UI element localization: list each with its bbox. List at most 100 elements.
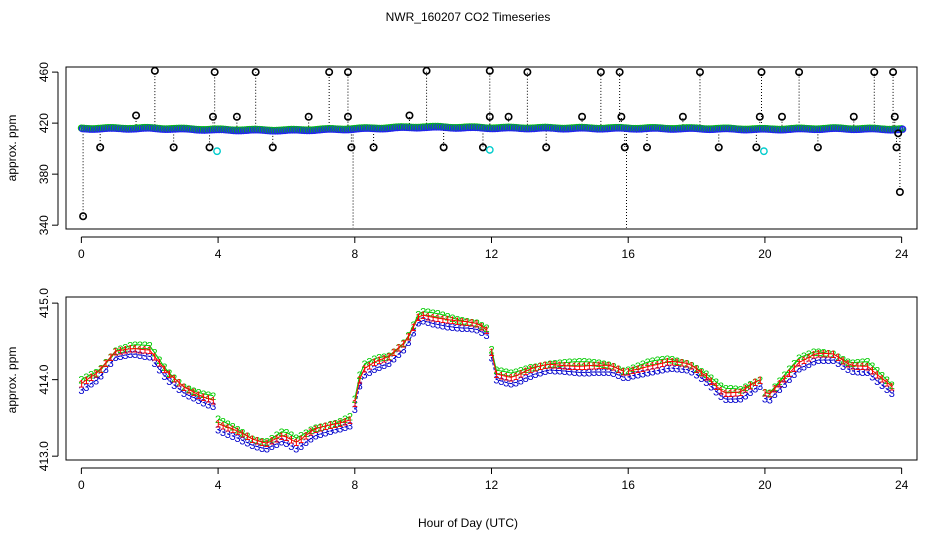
series-2-point: 2	[318, 422, 324, 434]
series-2-point: 2	[396, 343, 402, 355]
series-1-point: 1	[152, 351, 158, 363]
series-2-point: 2	[645, 357, 651, 369]
series-3-point: 3	[220, 427, 226, 439]
cyan-point	[485, 146, 494, 154]
bottom-plot-frame	[65, 296, 918, 461]
series-2-point: 2	[200, 389, 206, 401]
series-3-point: 3	[401, 344, 407, 356]
series-2-point: 2	[469, 318, 475, 330]
series-1-point: 1	[825, 349, 831, 361]
series-2-point: 2	[156, 355, 162, 367]
series-2-point: 2	[210, 391, 216, 403]
series-3-point: 3	[796, 364, 802, 376]
spike-point	[596, 68, 605, 77]
series-3-point: 3	[537, 367, 543, 379]
series-2-point: 2	[791, 358, 797, 370]
series-2-point: 2	[440, 310, 446, 322]
series-3-point: 3	[308, 433, 314, 445]
series-1-point: 1	[210, 395, 216, 407]
series-3-point: 3	[298, 441, 304, 453]
series-3-point: 3	[103, 364, 109, 376]
series-2-point: 2	[723, 383, 729, 395]
series-3-point: 3	[459, 323, 465, 335]
y-tick-label: 380	[37, 164, 51, 184]
series-1-point: 1	[703, 371, 709, 383]
series-1-point: 1	[410, 322, 416, 334]
series-1-point: 1	[772, 384, 778, 396]
series-3-point: 3	[147, 351, 153, 363]
series-3-point: 3	[542, 366, 548, 378]
y-tick-label: 420	[37, 113, 51, 133]
series-3-point: 3	[225, 429, 231, 441]
series-1-point: 1	[733, 387, 739, 399]
spike-point	[752, 143, 761, 152]
series-3-point: 3	[816, 355, 822, 367]
series-3-point: 3	[161, 371, 167, 383]
spike-point	[813, 143, 822, 152]
series-2-point: 2	[181, 382, 187, 394]
spike-point	[343, 112, 352, 121]
baseline-point-blue	[898, 125, 907, 133]
series-1-point: 1	[171, 373, 177, 385]
spike-point	[849, 112, 858, 121]
series-2-point: 2	[215, 414, 221, 426]
cyan-point	[213, 147, 221, 156]
series-3-point: 3	[376, 362, 382, 374]
series-2-point: 2	[254, 435, 260, 447]
top-plot-frame	[65, 66, 918, 230]
series-3-point: 3	[728, 394, 734, 406]
series-1-point: 1	[674, 357, 680, 369]
series-1-point: 1	[840, 355, 846, 367]
series-3-point: 3	[425, 317, 431, 329]
x-tick-label: 20	[758, 478, 772, 492]
series-1-point: 1	[137, 344, 143, 356]
series-3-point: 3	[191, 393, 197, 405]
series-2-point: 2	[244, 431, 250, 443]
series-3-point: 3	[176, 384, 182, 396]
series-2-point: 2	[557, 358, 563, 370]
series-2-point: 2	[303, 428, 309, 440]
series-2-point: 2	[874, 366, 880, 378]
series-1-point: 1	[347, 415, 353, 427]
series-1-point: 1	[596, 360, 602, 372]
series-2-point: 2	[518, 365, 524, 377]
series-3-point: 3	[620, 372, 626, 384]
series-2-point: 2	[361, 359, 367, 371]
x-tick-label: 0	[78, 247, 85, 261]
series-2-point: 2	[869, 361, 875, 373]
series-2-point: 2	[220, 416, 226, 428]
series-1-point: 1	[298, 434, 304, 446]
series-3-point: 3	[327, 426, 333, 438]
series-1-point: 1	[762, 388, 768, 400]
y-tick-label: 460	[37, 62, 51, 82]
spike-point	[150, 66, 159, 75]
series-2-point: 2	[137, 340, 143, 352]
series-3-point: 3	[845, 364, 851, 376]
series-2-point: 2	[630, 363, 636, 375]
series-2-point: 2	[596, 358, 602, 370]
series-2-point: 2	[786, 364, 792, 376]
x-tick-label: 12	[485, 247, 499, 261]
series-1-point: 1	[620, 366, 626, 378]
series-1-point: 1	[430, 312, 436, 324]
series-2-point: 2	[342, 414, 348, 426]
series-1-point: 1	[440, 314, 446, 326]
series-2-point: 2	[835, 352, 841, 364]
series-2-point: 2	[391, 347, 397, 359]
series-3-point: 3	[571, 367, 577, 379]
series-1-point: 1	[606, 360, 612, 372]
series-3-point: 3	[303, 437, 309, 449]
series-2-point: 2	[762, 387, 768, 399]
series-1-point: 1	[786, 368, 792, 380]
series-1-line	[81, 348, 214, 401]
series-3-point: 3	[742, 391, 748, 403]
series-1-point: 1	[195, 390, 201, 402]
series-1-point: 1	[889, 381, 895, 393]
series-1-point: 1	[693, 364, 699, 376]
series-3-point: 3	[488, 353, 494, 365]
series-3-point: 3	[318, 429, 324, 441]
series-1-point: 1	[239, 429, 245, 441]
series-2-point: 2	[225, 419, 231, 431]
series-1-point: 1	[659, 358, 665, 370]
series-1-point: 1	[650, 360, 656, 372]
